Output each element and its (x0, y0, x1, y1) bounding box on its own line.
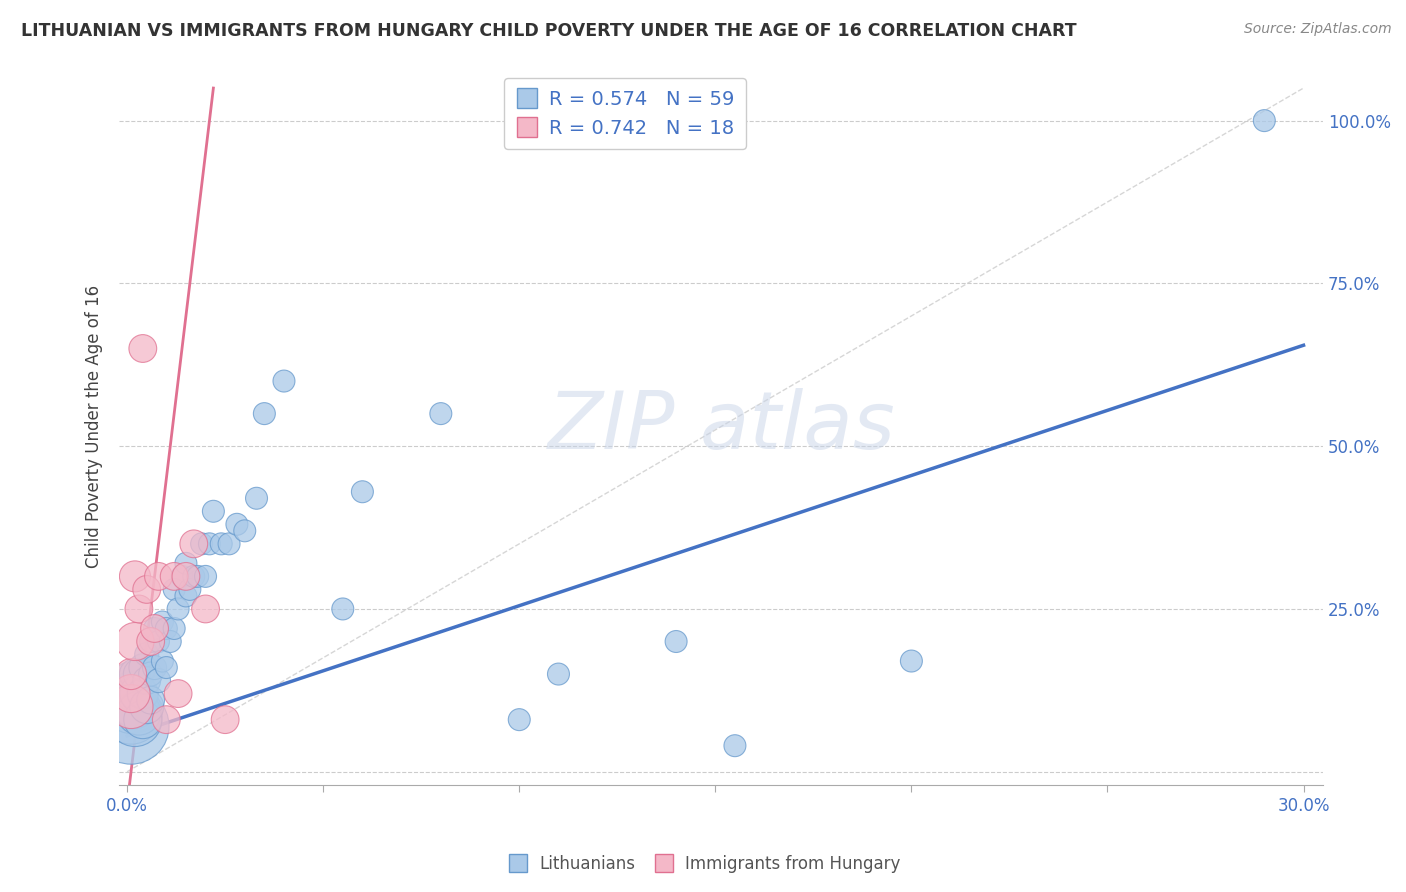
Text: LITHUANIAN VS IMMIGRANTS FROM HUNGARY CHILD POVERTY UNDER THE AGE OF 16 CORRELAT: LITHUANIAN VS IMMIGRANTS FROM HUNGARY CH… (21, 22, 1077, 40)
Point (724, 739, 747, 753)
Point (139, 693, 162, 707)
Point (132, 713, 155, 727)
Point (163, 622, 186, 636)
Point (128, 667, 150, 681)
Point (167, 602, 190, 616)
Point (135, 648, 157, 662)
Point (120, 699, 142, 714)
Point (167, 687, 190, 701)
Point (120, 667, 142, 681)
Legend: Lithuanians, Immigrants from Hungary: Lithuanians, Immigrants from Hungary (499, 848, 907, 880)
Point (233, 524, 256, 538)
Point (139, 634, 162, 648)
Point (120, 699, 142, 714)
Point (194, 602, 217, 616)
Point (163, 569, 186, 583)
Point (170, 569, 193, 583)
Point (120, 706, 142, 720)
Point (183, 537, 205, 551)
Legend: R = 0.574   N = 59, R = 0.742   N = 18: R = 0.574 N = 59, R = 0.742 N = 18 (503, 78, 745, 149)
Point (900, 654, 922, 668)
Point (273, 374, 295, 388)
Point (430, 407, 453, 421)
Point (148, 634, 170, 648)
Point (332, 602, 354, 616)
Point (139, 634, 162, 648)
Point (120, 687, 142, 701)
Point (148, 673, 170, 688)
Point (245, 491, 267, 506)
Point (120, 719, 142, 733)
Point (128, 602, 150, 616)
Point (352, 484, 374, 499)
Point (120, 673, 142, 688)
Point (187, 569, 209, 583)
Point (155, 713, 177, 727)
Point (143, 622, 166, 636)
Point (198, 537, 221, 551)
Point (124, 667, 146, 681)
Point (202, 504, 225, 518)
Point (128, 687, 150, 701)
Point (132, 660, 155, 674)
Point (135, 582, 157, 597)
Point (124, 713, 146, 727)
Point (214, 713, 236, 727)
Point (152, 654, 174, 668)
Point (152, 615, 174, 629)
Point (547, 667, 569, 681)
Point (508, 713, 530, 727)
Point (174, 569, 197, 583)
Point (124, 687, 146, 701)
Point (163, 582, 186, 597)
Y-axis label: Child Poverty Under the Age of 16: Child Poverty Under the Age of 16 (86, 285, 103, 568)
Point (148, 569, 170, 583)
Point (218, 537, 240, 551)
Point (135, 699, 157, 714)
Point (155, 660, 177, 674)
Point (124, 569, 146, 583)
Text: ZIP atlas: ZIP atlas (547, 388, 896, 466)
Text: Source: ZipAtlas.com: Source: ZipAtlas.com (1244, 22, 1392, 37)
Point (143, 660, 166, 674)
Point (174, 589, 197, 603)
Point (226, 517, 249, 532)
Point (159, 634, 181, 648)
Point (155, 622, 177, 636)
Point (253, 407, 276, 421)
Point (135, 673, 157, 688)
Point (128, 706, 150, 720)
Point (209, 537, 232, 551)
Point (190, 537, 212, 551)
Point (183, 569, 205, 583)
Point (1253, 113, 1275, 128)
Point (194, 569, 217, 583)
Point (124, 699, 146, 714)
Point (132, 687, 155, 701)
Point (139, 667, 162, 681)
Point (665, 634, 688, 648)
Point (132, 342, 155, 356)
Point (174, 557, 197, 571)
Point (179, 582, 201, 597)
Point (120, 687, 142, 701)
Point (124, 634, 146, 648)
Point (143, 622, 166, 636)
